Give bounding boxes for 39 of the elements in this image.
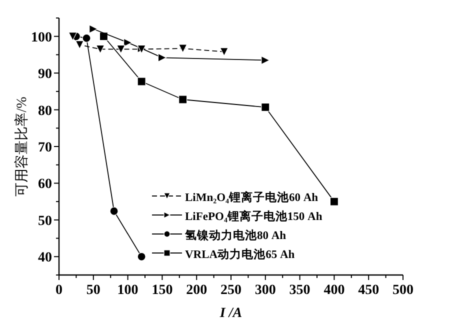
y-tick-label: 60 bbox=[38, 177, 52, 192]
point bbox=[110, 206, 118, 216]
y-tick-label: 40 bbox=[38, 250, 52, 266]
point bbox=[96, 44, 105, 54]
point bbox=[124, 38, 132, 47]
point bbox=[116, 44, 126, 54]
point bbox=[178, 44, 188, 53]
x-tick-label: 250 bbox=[220, 283, 242, 298]
y-tick-label: 80 bbox=[38, 104, 52, 119]
legend-label: 氢镍动力电池80 Ah bbox=[184, 228, 287, 242]
x-tick-label: 100 bbox=[117, 283, 138, 298]
y-tick-label: 70 bbox=[38, 140, 52, 156]
point bbox=[261, 56, 270, 65]
y-tick-label: 100 bbox=[31, 30, 52, 46]
legend-label: LiFePO₄锂离子电池150 Ah bbox=[185, 209, 323, 223]
point bbox=[82, 34, 91, 42]
x-tick-label: 450 bbox=[358, 283, 380, 298]
point bbox=[68, 32, 78, 41]
point bbox=[178, 95, 188, 104]
point bbox=[158, 53, 166, 62]
x-tick-label: 200 bbox=[186, 283, 208, 298]
x-tick-label: 50 bbox=[86, 283, 100, 298]
x-tick-label: 300 bbox=[254, 283, 276, 298]
x-tick-label: 500 bbox=[392, 283, 414, 298]
x-tick-label: 350 bbox=[289, 283, 310, 298]
y-tick-label: 90 bbox=[38, 67, 52, 82]
point bbox=[261, 102, 270, 112]
point bbox=[137, 252, 146, 261]
y-tick-label: 50 bbox=[38, 214, 52, 229]
x-tick-label: 150 bbox=[152, 283, 173, 298]
x-tick-label: 400 bbox=[324, 283, 345, 298]
x-axis-title: I /A bbox=[218, 306, 242, 321]
y-axis-title: 可用容量比率/% bbox=[14, 96, 30, 196]
point bbox=[330, 197, 338, 206]
x-tick-label: 0 bbox=[56, 283, 62, 298]
point bbox=[89, 24, 98, 34]
legend-label: VRLA动力电池65 Ah bbox=[185, 247, 296, 261]
point bbox=[137, 77, 146, 86]
legend-label: LiMn₂O₄锂离子电池60 Ah bbox=[185, 190, 319, 204]
